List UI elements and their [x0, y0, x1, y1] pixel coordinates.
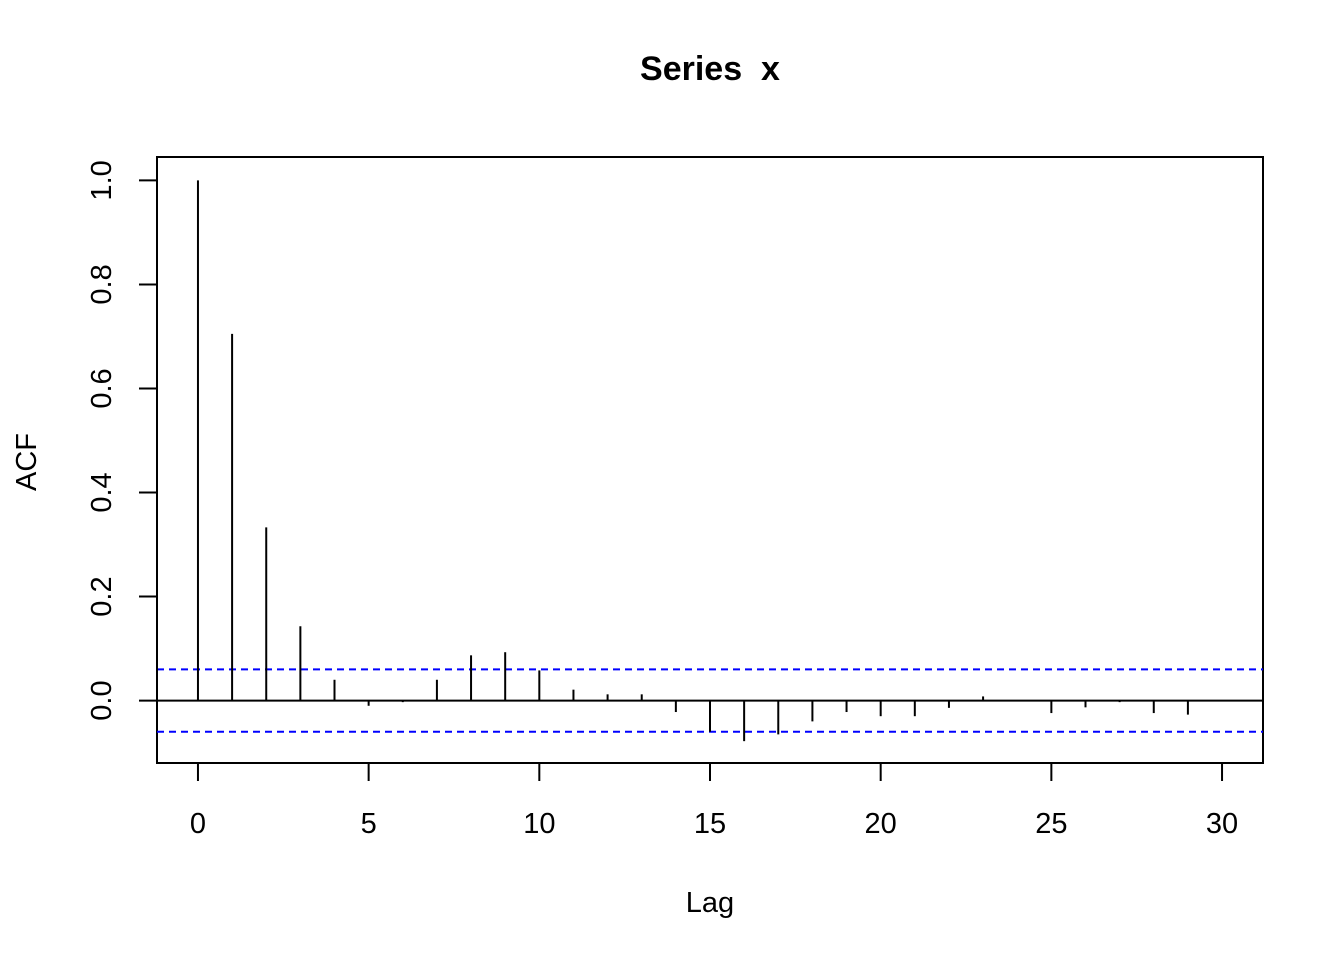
- y-tick-label-0.8: 0.8: [86, 264, 118, 304]
- y-tick-label-0.2: 0.2: [86, 576, 118, 616]
- y-tick-label-0.4: 0.4: [86, 472, 118, 512]
- x-tick-label-15: 15: [694, 808, 726, 840]
- x-tick-label-25: 25: [1035, 808, 1067, 840]
- x-tick-label-30: 30: [1206, 808, 1238, 840]
- x-tick-label-20: 20: [865, 808, 897, 840]
- y-tick-label-0.6: 0.6: [86, 368, 118, 408]
- x-tick-label-10: 10: [523, 808, 555, 840]
- x-axis-label: Lag: [686, 887, 734, 919]
- x-tick-label-0: 0: [190, 808, 206, 840]
- y-axis-label: ACF: [11, 433, 43, 491]
- x-tick-label-5: 5: [361, 808, 377, 840]
- chart-marks: 0 5 10 15 20 25 30 0.0 0.2 0.4 0.6 0.8 1.0: [86, 160, 1263, 840]
- y-tick-label-0: 0.0: [86, 680, 118, 720]
- y-tick-label-1: 1.0: [86, 160, 118, 200]
- plot-frame: [156, 156, 1264, 764]
- chart-title: Series x: [640, 50, 780, 88]
